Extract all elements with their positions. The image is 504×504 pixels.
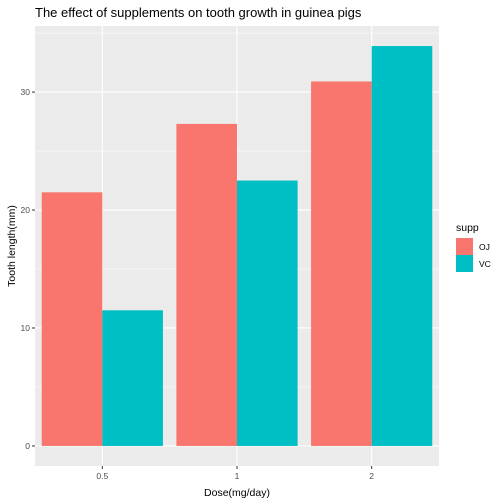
- x-axis-label: Dose(mg/day): [204, 487, 270, 499]
- y-axis-label: Tooth length(mm): [6, 205, 18, 287]
- y-axis: 0 10 20 30: [21, 87, 35, 451]
- y-tick-label: 0: [25, 441, 30, 451]
- legend-key-oj: [456, 238, 473, 255]
- bar-vc-2: [371, 46, 433, 446]
- bar-oj-0.5: [41, 192, 103, 446]
- y-tick-label: 10: [21, 323, 31, 333]
- x-tick-label: 0.5: [96, 471, 108, 481]
- legend-label-vc: VC: [479, 259, 491, 269]
- x-tick-label: 2: [369, 471, 374, 481]
- legend: supp OJ VC: [456, 222, 491, 272]
- bar-vc-0.5: [102, 310, 163, 446]
- chart-title: The effect of supplements on tooth growt…: [35, 5, 362, 20]
- x-axis: 0.5 1 2: [96, 466, 374, 481]
- bars: [41, 46, 433, 446]
- y-tick-label: 30: [21, 87, 31, 97]
- legend-title: supp: [456, 222, 479, 234]
- bar-oj-2: [311, 81, 372, 446]
- y-tick-label: 20: [21, 205, 31, 215]
- legend-key-vc: [456, 255, 473, 272]
- x-tick-label: 1: [235, 471, 240, 481]
- legend-label-oj: OJ: [479, 242, 490, 252]
- bar-vc-1: [237, 180, 298, 446]
- bar-oj-1: [176, 123, 237, 446]
